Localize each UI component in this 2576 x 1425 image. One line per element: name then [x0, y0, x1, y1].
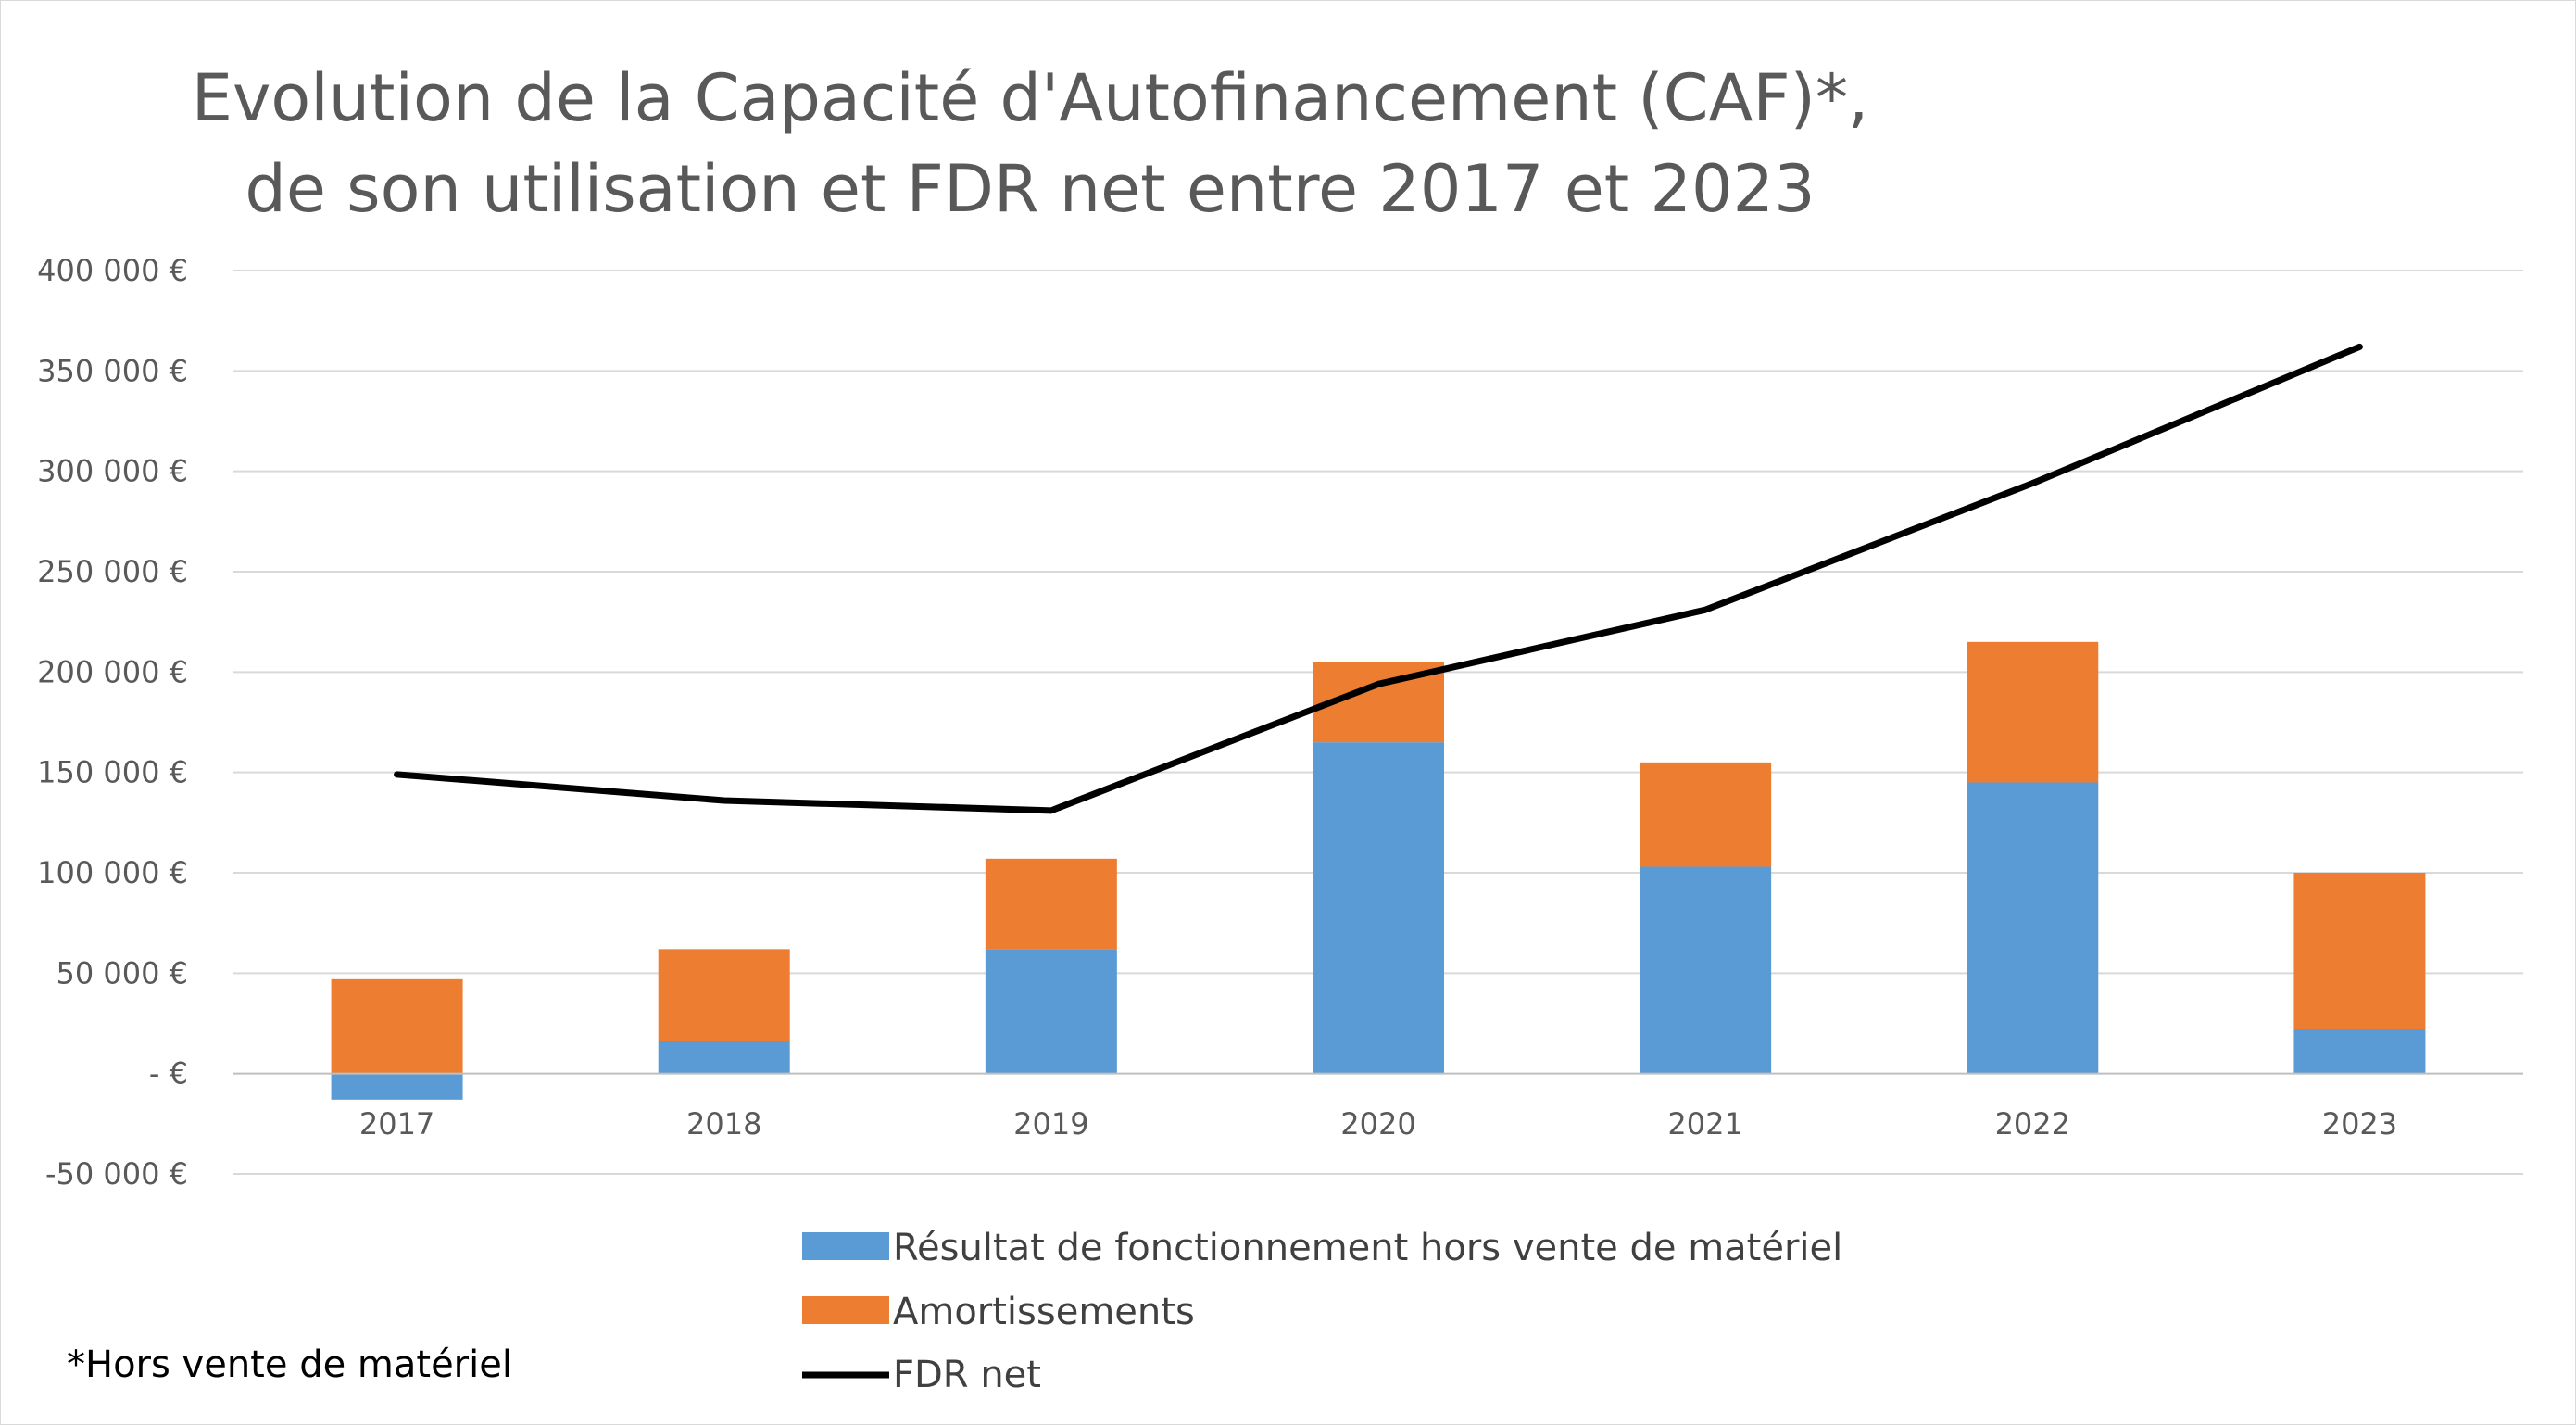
bar-amortissements-2018 [658, 949, 790, 1041]
y-tick-label: - € [149, 1056, 188, 1091]
y-tick-label: 100 000 € [37, 855, 188, 890]
y-tick-label: -50 000 € [45, 1156, 188, 1192]
x-axis-tick-labels: 2017 2018 2019 2020 2021 2022 2023 [359, 1106, 2397, 1141]
y-tick-label: 350 000 € [37, 353, 188, 388]
x-tick-label: 2021 [1667, 1106, 1742, 1141]
x-tick-label: 2020 [1340, 1106, 1415, 1141]
legend-label-resultat: Résultat de fonctionnement hors vente de… [893, 1227, 1842, 1269]
legend-label-amortissements: Amortissements [893, 1291, 1195, 1333]
x-tick-label: 2022 [1995, 1106, 2070, 1141]
fdr-net-line-series [394, 343, 2363, 814]
bar-resultat-2023 [2293, 1029, 2426, 1074]
y-tick-label: 200 000 € [37, 654, 188, 689]
x-tick-label: 2019 [1013, 1106, 1088, 1141]
y-tick-label: 250 000 € [37, 554, 188, 589]
chart-title-line-2: de son utilisation et FDR net entre 2017… [245, 151, 1815, 227]
legend-swatch-amortissements [802, 1296, 889, 1324]
y-tick-label: 150 000 € [37, 755, 188, 790]
gridlines [233, 270, 2523, 1175]
footnote: *Hors vente de matériel [67, 1343, 512, 1386]
chart-title-line-1: Evolution de la Capacité d'Autofinanceme… [192, 60, 1868, 136]
bar-amortissements-2021 [1640, 762, 1772, 867]
y-tick-label: 400 000 € [37, 253, 188, 288]
bars [331, 641, 2426, 1100]
bar-resultat-2019 [985, 949, 1117, 1074]
bar-resultat-2017 [331, 1073, 463, 1100]
y-tick-label: 50 000 € [57, 955, 189, 990]
y-axis-tick-labels: 400 000 € 350 000 € 300 000 € 250 000 € 200 … [37, 253, 188, 1192]
bar-resultat-2021 [1640, 866, 1772, 1074]
bar-amortissements-2022 [1967, 641, 2099, 783]
x-tick-label: 2018 [686, 1106, 761, 1141]
x-tick-label: 2023 [2322, 1106, 2397, 1141]
legend-swatch-resultat [802, 1232, 889, 1260]
bar-amortissements-2017 [331, 978, 463, 1074]
bar-resultat-2020 [1313, 742, 1444, 1074]
x-tick-label: 2017 [359, 1106, 434, 1141]
legend: Résultat de fonctionnement hors vente de… [802, 1227, 1842, 1396]
bar-resultat-2018 [658, 1041, 790, 1074]
bar-resultat-2022 [1967, 782, 2099, 1074]
bar-amortissements-2023 [2293, 873, 2426, 1029]
bar-amortissements-2019 [985, 858, 1117, 950]
legend-label-fdr-net: FDR net [893, 1354, 1041, 1396]
y-tick-label: 300 000 € [37, 454, 188, 489]
